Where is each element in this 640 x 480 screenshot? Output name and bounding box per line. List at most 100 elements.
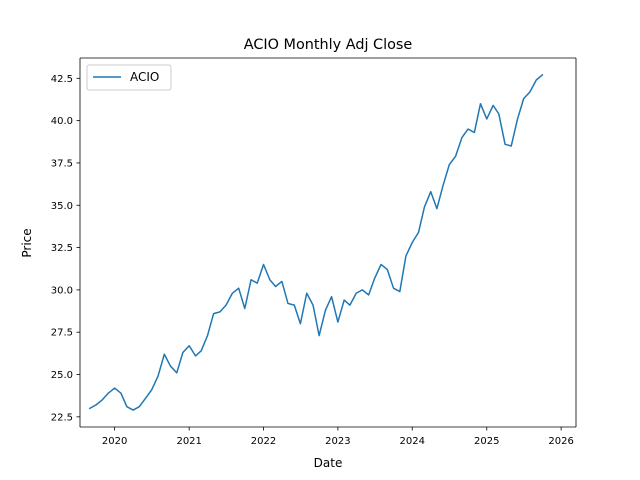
x-tick-label: 2025 <box>474 436 499 447</box>
data-point <box>200 349 203 352</box>
data-point <box>299 322 302 325</box>
data-point <box>324 309 327 312</box>
data-point <box>212 312 215 315</box>
x-axis-label: Date <box>314 456 343 470</box>
data-point <box>485 117 488 120</box>
data-point <box>417 231 420 234</box>
y-axis-ticks: 22.5 25.0 27.5 30.0 32.5 35.0 37.5 40.0 42.5 <box>51 74 80 423</box>
data-point <box>163 353 166 356</box>
plot-area <box>79 57 577 428</box>
x-axis-ticks: 2020 2021 2022 2023 2024 2025 2026 <box>102 427 574 447</box>
data-point <box>467 128 470 131</box>
data-point <box>510 145 513 148</box>
series-line-0 <box>88 73 544 411</box>
data-point <box>423 205 426 208</box>
data-point <box>250 278 253 281</box>
data-point <box>88 407 91 410</box>
data-point <box>516 117 519 120</box>
data-point <box>194 354 197 357</box>
data-point <box>119 392 122 395</box>
data-point <box>522 97 525 100</box>
data-point <box>330 295 333 298</box>
data-point <box>231 292 234 295</box>
data-point <box>138 405 141 408</box>
data-point <box>218 310 221 313</box>
y-tick-label: 22.5 <box>51 412 73 423</box>
data-point <box>188 344 191 347</box>
legend-label: ACIO <box>130 70 159 84</box>
data-point <box>448 163 451 166</box>
data-point <box>454 155 457 158</box>
data-point <box>305 292 308 295</box>
data-point <box>336 321 339 324</box>
y-tick-label: 32.5 <box>51 243 73 254</box>
data-point <box>380 263 383 266</box>
data-point <box>94 404 97 407</box>
x-tick-label: 2023 <box>325 436 350 447</box>
data-point <box>256 282 259 285</box>
data-point <box>411 241 414 244</box>
data-point <box>535 79 538 82</box>
data-point <box>473 131 476 134</box>
data-point <box>132 409 135 412</box>
data-point <box>528 90 531 93</box>
data-point <box>348 304 351 307</box>
data-point <box>318 334 321 337</box>
data-point <box>268 278 271 281</box>
data-point <box>286 302 289 305</box>
data-point <box>497 112 500 115</box>
data-point <box>262 263 265 266</box>
y-axis-label: Price <box>20 228 34 257</box>
x-tick-label: 2022 <box>251 436 276 447</box>
data-point <box>429 190 432 193</box>
data-point <box>107 392 110 395</box>
series-layer <box>88 73 544 411</box>
data-point <box>373 277 376 280</box>
data-point <box>504 143 507 146</box>
y-tick-label: 25.0 <box>51 370 73 381</box>
y-tick-label: 40.0 <box>51 116 73 127</box>
legend-box <box>86 64 172 91</box>
y-tick-label: 30.0 <box>51 285 73 296</box>
data-point <box>293 304 296 307</box>
data-point <box>492 104 495 107</box>
data-point <box>125 405 128 408</box>
x-tick-label: 2021 <box>176 436 201 447</box>
data-point <box>225 304 228 307</box>
data-point <box>398 290 401 293</box>
data-point <box>392 287 395 290</box>
data-point <box>442 183 445 186</box>
data-point <box>386 268 389 271</box>
data-point <box>460 136 463 139</box>
data-point <box>274 285 277 288</box>
axes-spines <box>79 57 577 428</box>
data-point <box>355 292 358 295</box>
data-point <box>206 334 209 337</box>
axes-background <box>80 58 576 427</box>
x-tick-label: 2026 <box>548 436 573 447</box>
data-point <box>237 287 240 290</box>
data-point <box>343 299 346 302</box>
x-tick-label: 2020 <box>102 436 127 447</box>
y-tick-label: 27.5 <box>51 328 73 339</box>
data-point <box>113 387 116 390</box>
legend: ACIO <box>86 64 172 91</box>
data-point <box>101 398 104 401</box>
data-point <box>144 397 147 400</box>
data-point <box>435 207 438 210</box>
data-point <box>361 288 364 291</box>
data-point <box>169 365 172 368</box>
y-tick-label: 35.0 <box>51 201 73 212</box>
data-point <box>479 102 482 105</box>
data-point <box>243 307 246 310</box>
data-point <box>175 371 178 374</box>
data-point <box>404 255 407 258</box>
data-point <box>150 388 153 391</box>
data-point <box>541 73 544 76</box>
data-point <box>312 304 315 307</box>
y-tick-label: 42.5 <box>51 74 73 85</box>
data-point <box>367 293 370 296</box>
data-point <box>280 280 283 283</box>
data-point <box>181 351 184 354</box>
